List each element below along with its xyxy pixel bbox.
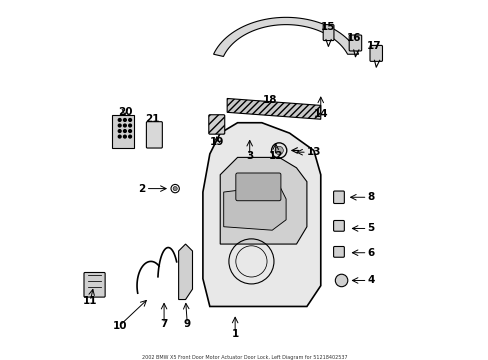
Circle shape <box>123 118 126 121</box>
Text: 4: 4 <box>367 275 374 285</box>
FancyBboxPatch shape <box>369 45 382 61</box>
Circle shape <box>173 186 177 191</box>
PathPatch shape <box>227 98 320 119</box>
Circle shape <box>128 124 131 127</box>
Text: 16: 16 <box>346 33 360 43</box>
Circle shape <box>118 135 121 138</box>
Text: 3: 3 <box>245 151 253 161</box>
FancyBboxPatch shape <box>235 173 280 201</box>
Text: 12: 12 <box>268 151 283 161</box>
Text: 8: 8 <box>367 192 374 202</box>
Circle shape <box>335 274 347 287</box>
Circle shape <box>123 135 126 138</box>
Text: 11: 11 <box>83 296 97 306</box>
FancyBboxPatch shape <box>323 24 333 41</box>
Circle shape <box>128 135 131 138</box>
Circle shape <box>118 124 121 127</box>
Text: 14: 14 <box>313 109 327 119</box>
FancyBboxPatch shape <box>333 220 344 231</box>
Circle shape <box>123 130 126 132</box>
Text: 2002 BMW X5 Front Door Motor Actuator Door Lock, Left Diagram for 51218402537: 2002 BMW X5 Front Door Motor Actuator Do… <box>142 355 346 360</box>
Text: 1: 1 <box>231 329 238 338</box>
PathPatch shape <box>203 123 320 306</box>
Text: 15: 15 <box>320 22 334 32</box>
Polygon shape <box>178 244 192 300</box>
Text: 10: 10 <box>112 320 127 330</box>
FancyBboxPatch shape <box>112 115 134 148</box>
Text: 5: 5 <box>367 224 374 234</box>
PathPatch shape <box>213 17 358 57</box>
Text: 21: 21 <box>145 114 160 124</box>
Circle shape <box>118 118 121 121</box>
Circle shape <box>128 130 131 132</box>
FancyBboxPatch shape <box>333 247 344 257</box>
FancyBboxPatch shape <box>348 35 361 51</box>
Text: 9: 9 <box>183 319 190 329</box>
FancyBboxPatch shape <box>146 122 162 148</box>
Text: 17: 17 <box>366 41 381 51</box>
PathPatch shape <box>223 185 285 230</box>
Text: 6: 6 <box>367 248 374 258</box>
Circle shape <box>128 118 131 121</box>
Text: 7: 7 <box>160 319 167 329</box>
PathPatch shape <box>220 157 306 244</box>
Text: 20: 20 <box>118 107 132 117</box>
Text: 19: 19 <box>209 137 224 147</box>
Text: 18: 18 <box>263 95 277 105</box>
FancyBboxPatch shape <box>208 115 224 134</box>
Text: 2: 2 <box>138 184 145 194</box>
Text: 13: 13 <box>306 147 321 157</box>
Circle shape <box>118 130 121 132</box>
Circle shape <box>274 146 283 155</box>
FancyBboxPatch shape <box>84 273 105 297</box>
Circle shape <box>123 124 126 127</box>
FancyBboxPatch shape <box>333 191 344 203</box>
